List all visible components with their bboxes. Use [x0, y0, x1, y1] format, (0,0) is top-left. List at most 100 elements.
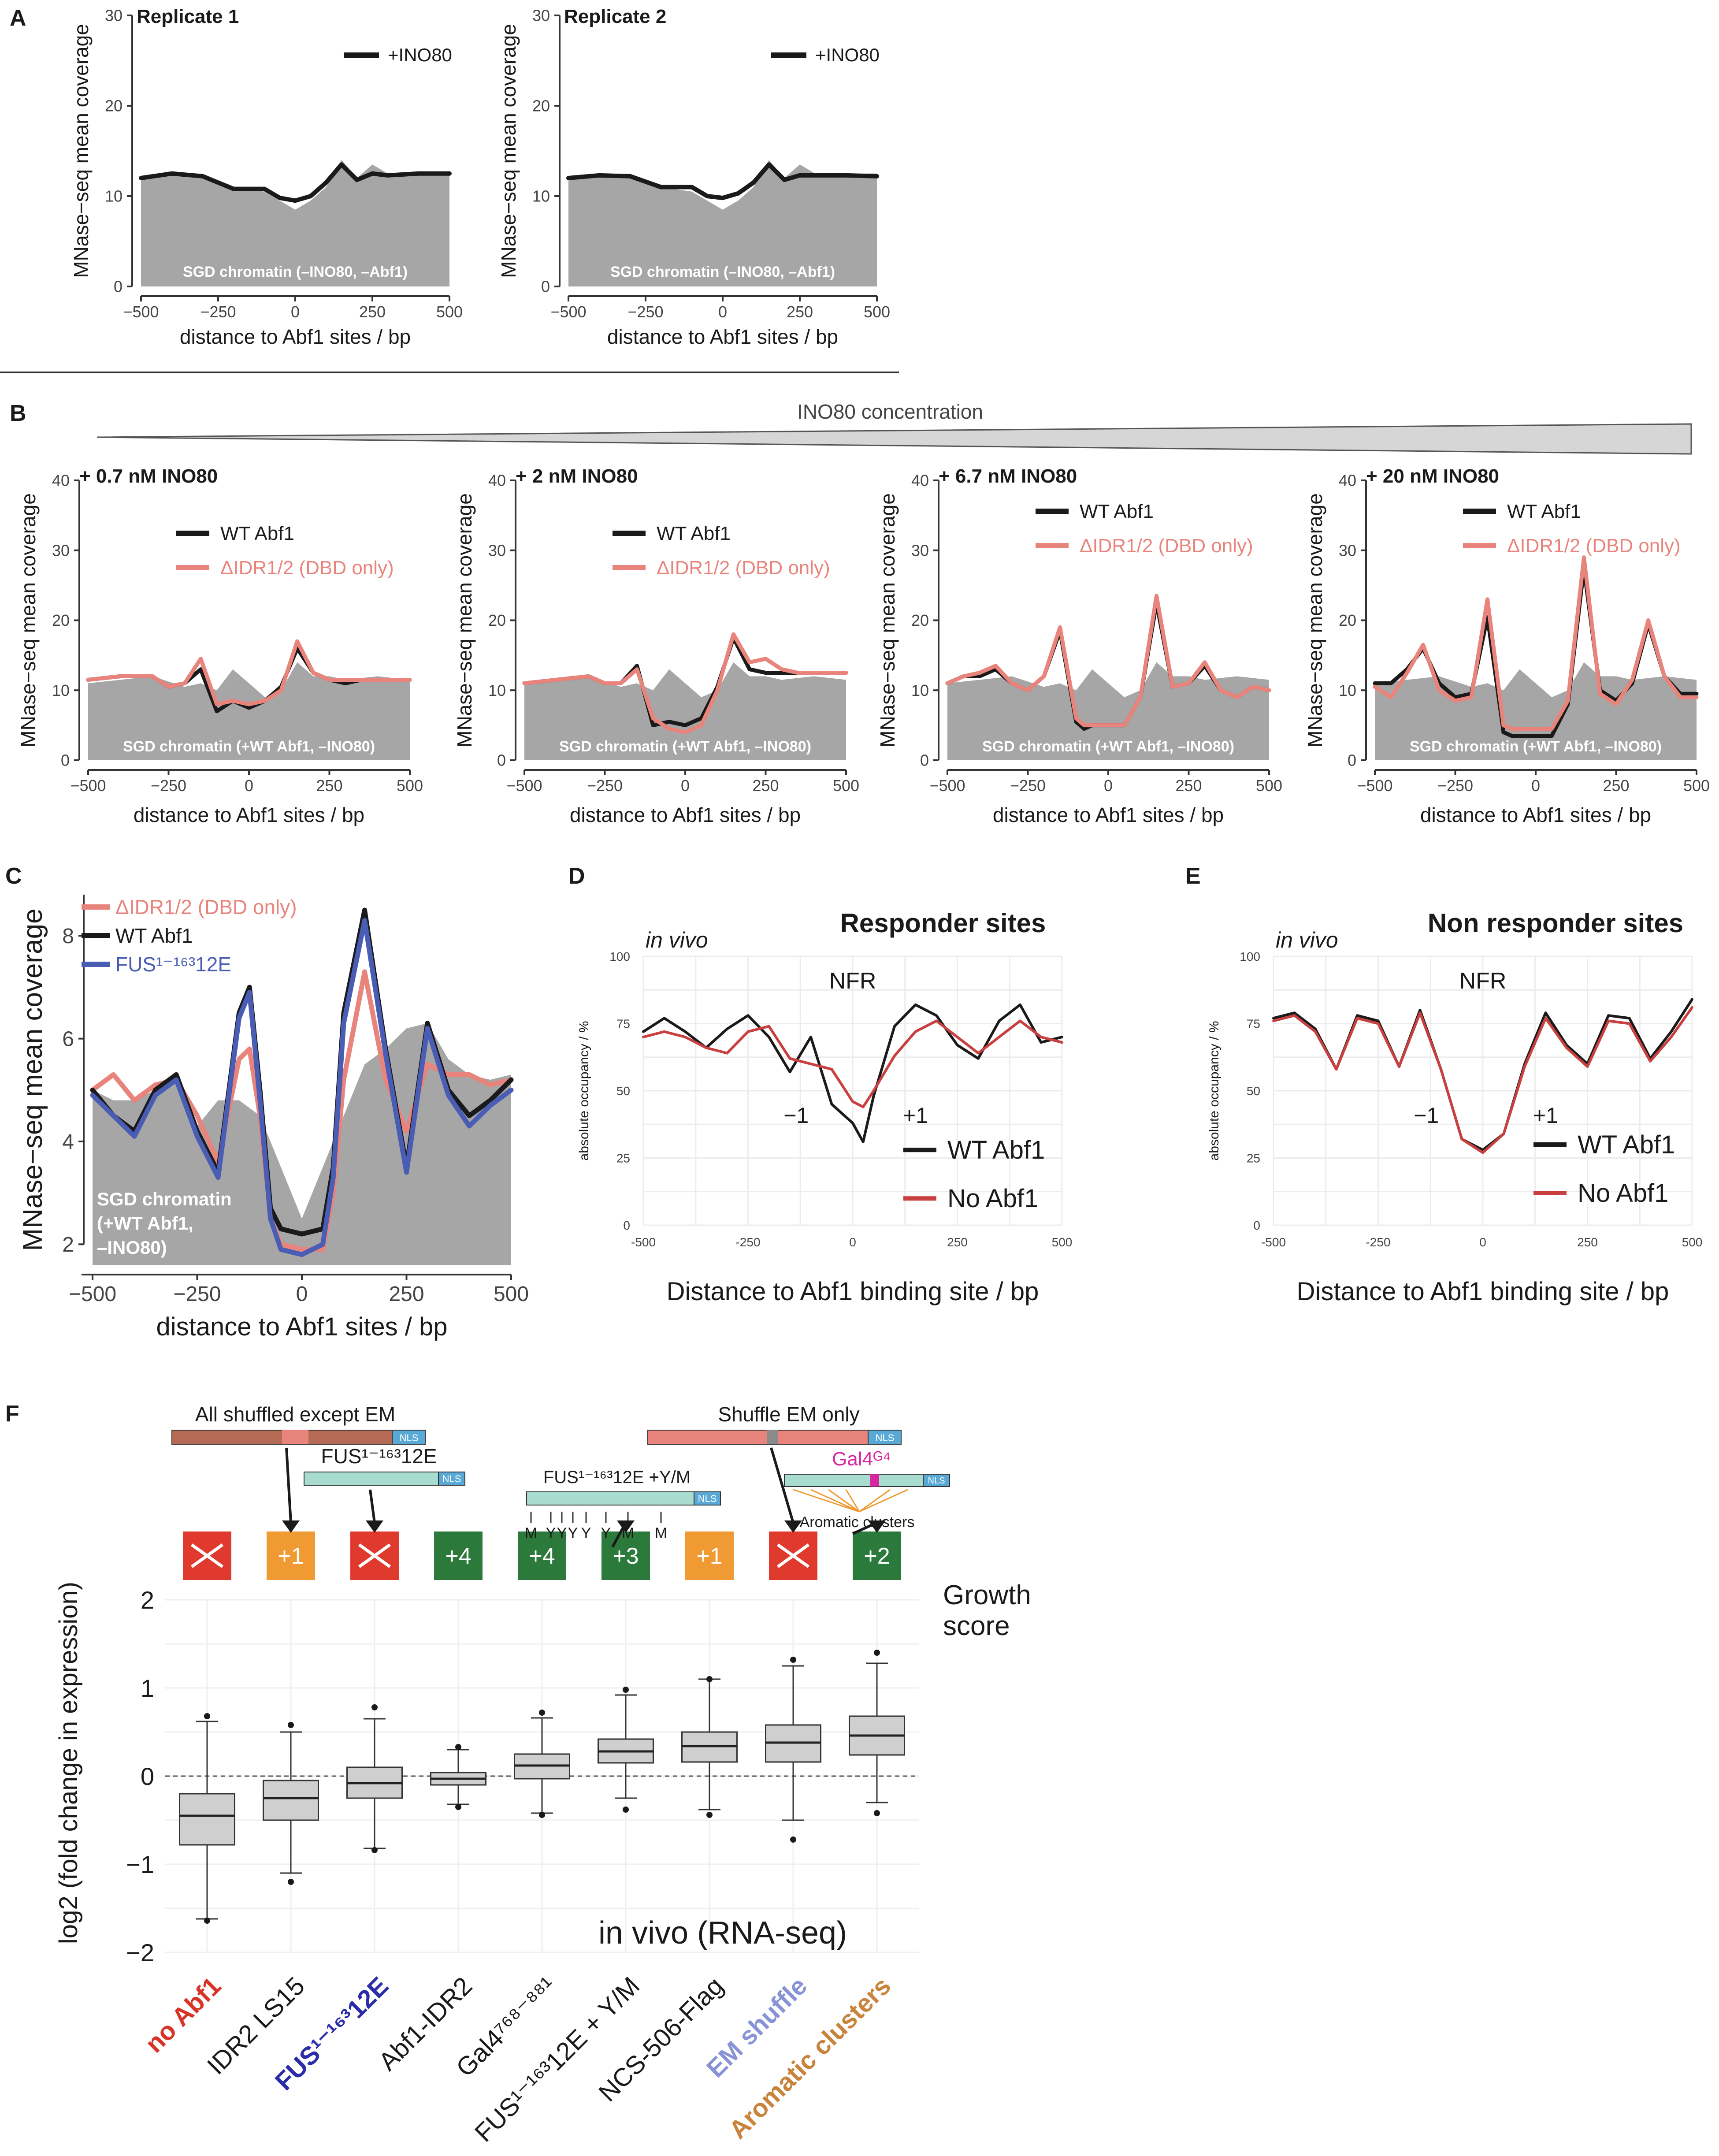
series-line-1 [945, 594, 1271, 728]
construct-arrow-head [868, 1520, 886, 1533]
x-tick-label: −500 [69, 1282, 116, 1306]
y-tick-label: 75 [616, 1017, 630, 1030]
background-area [524, 662, 846, 760]
x-tick-label: 250 [359, 303, 386, 321]
x-tick-label: −250 [587, 777, 623, 795]
y-tick-label: 20 [532, 97, 550, 115]
y-axis-label: MNase−seq mean coverage [1303, 493, 1326, 747]
x-tick-label: 250 [947, 1235, 968, 1249]
construct-label: Shuffle EM only [718, 1403, 859, 1426]
growth-score-label: +1 [278, 1543, 304, 1569]
chart-panel-B4: 0 10 20 30 40 −500 −250 0 250 500 distance to Abf1… [1303, 465, 1710, 826]
chart-panel-B2: 0 10 20 30 40 −500 −250 0 250 500 distance to Abf1… [453, 465, 859, 826]
y-tick-label: 10 [1339, 681, 1356, 699]
x-tick-label: 0 [291, 303, 300, 321]
outlier-point [288, 1879, 294, 1885]
x-tick-label: 500 [397, 777, 423, 795]
annotation-in-vivo: in vivo [1276, 928, 1338, 952]
x-axis-label: distance to Abf1 sites / bp [1420, 803, 1651, 826]
chart-panel-B3: 0 10 20 30 40 −500 −250 0 250 500 distance to Abf1… [876, 465, 1282, 826]
y-tick-label: 30 [1339, 541, 1356, 559]
x-tick-label: 500 [1052, 1235, 1073, 1249]
nls-label: NLS [876, 1432, 895, 1443]
panel-letter-a: A [10, 5, 26, 31]
y-tick-label: 25 [616, 1151, 630, 1165]
aromatic-arrow [859, 1489, 908, 1513]
y-tick-label: 20 [911, 611, 929, 629]
x-tick-label: 0 [245, 777, 253, 795]
background-label: SGD chromatin (+WT Abf1, –INO80) [982, 738, 1234, 755]
construct-label-gal4: Gal4ᴳ⁴ [832, 1448, 891, 1470]
outlier-point [539, 1812, 545, 1818]
legend-label-1: WT Abf1 [115, 924, 193, 947]
aromatic-arrow [793, 1489, 860, 1513]
aromatic-caption: Aromatic clusters [800, 1514, 915, 1531]
y-axis-label: MNase−seq mean coverage [70, 24, 93, 278]
growth-score-title: score [943, 1611, 1010, 1641]
outlier-point [790, 1836, 796, 1843]
y-tick-label: 20 [1339, 611, 1356, 629]
growth-x-mark-b [190, 1543, 224, 1568]
mutation-label: Y [546, 1525, 556, 1542]
y-tick-label: 4 [62, 1130, 74, 1154]
aromatic-arrow [810, 1489, 860, 1513]
x-tick-label: 250 [316, 777, 342, 795]
background-label: SGD chromatin (–INO80, –Abf1) [610, 264, 835, 280]
outlier-point [204, 1918, 210, 1924]
minus-one-label: −1 [783, 1103, 809, 1128]
y-tick-label: 2 [62, 1233, 74, 1256]
x-axis-label: distance to Abf1 sites / bp [993, 803, 1224, 826]
y-tick-label: 40 [1339, 472, 1356, 490]
growth-score-label: +2 [864, 1543, 890, 1569]
y-tick-label: 20 [105, 97, 123, 115]
annotation-rnaseq: in vivo (RNA-seq) [598, 1915, 847, 1951]
x-tick-label: 0 [849, 1235, 856, 1249]
y-tick-label: −2 [126, 1939, 154, 1966]
y-tick-label: 10 [105, 187, 123, 205]
mutation-label: Y [557, 1525, 567, 1542]
growth-score-label: +4 [529, 1543, 555, 1569]
legend-label-1: ΔIDR1/2 (DBD only) [1507, 535, 1681, 557]
x-tick-label: −500 [506, 777, 542, 795]
x-axis-label: Distance to Abf1 binding site / bp [1297, 1277, 1669, 1306]
y-tick-label: 30 [105, 7, 123, 25]
y-tick-label: 0 [623, 1219, 630, 1232]
panel-letter-b: B [10, 401, 26, 426]
y-axis-label: absolute occupancy / % [1207, 1021, 1221, 1161]
outlier-point [623, 1687, 629, 1693]
x-tick-label: −250 [151, 777, 186, 795]
growth-score-box [601, 1532, 650, 1580]
x-tick-label: -500 [1261, 1235, 1286, 1249]
y-tick-label: 10 [911, 681, 929, 699]
category-label: FUS¹⁻¹⁶³12E + Y/M [469, 1971, 645, 2147]
chart-title: Replicate 2 [564, 6, 666, 27]
y-tick-label: 40 [52, 472, 70, 490]
x-axis-label: distance to Abf1 sites / bp [180, 325, 411, 348]
annotation-in-vivo: in vivo [646, 928, 708, 952]
chart-panel-B1: 0 10 20 30 40 −500 −250 0 250 500 distance to Abf1… [17, 465, 423, 826]
y-tick-label: 10 [532, 187, 550, 205]
x-tick-label: 500 [436, 303, 463, 321]
chart-title: + 20 nM INO80 [1366, 465, 1499, 487]
nls-label: NLS [400, 1432, 419, 1443]
x-tick-label: 0 [1104, 777, 1113, 795]
x-tick-label: -500 [631, 1235, 656, 1249]
x-tick-label: 250 [1577, 1235, 1598, 1249]
growth-score-box [434, 1532, 483, 1580]
growth-score-box [853, 1532, 901, 1580]
y-tick-label: 50 [1247, 1084, 1260, 1098]
concentration-wedge [97, 423, 1692, 455]
x-axis-label: distance to Abf1 sites / bp [570, 803, 801, 826]
background-label: SGD chromatin (+WT Abf1, –INO80) [559, 738, 811, 755]
y-tick-label: 8 [62, 925, 74, 948]
y-tick-label: 0 [1253, 1219, 1260, 1232]
x-tick-label: 0 [296, 1282, 308, 1306]
construct-arrow [369, 1489, 376, 1523]
category-label: Aromatic clusters [724, 1971, 896, 2144]
y-tick-label: 0 [61, 751, 70, 769]
background-area [947, 662, 1269, 760]
ino80-concentration-label: INO80 concentration [797, 400, 983, 423]
y-tick-label: 100 [609, 950, 630, 963]
aromatic-arrow [859, 1489, 891, 1513]
nls-label: NLS [698, 1493, 717, 1504]
